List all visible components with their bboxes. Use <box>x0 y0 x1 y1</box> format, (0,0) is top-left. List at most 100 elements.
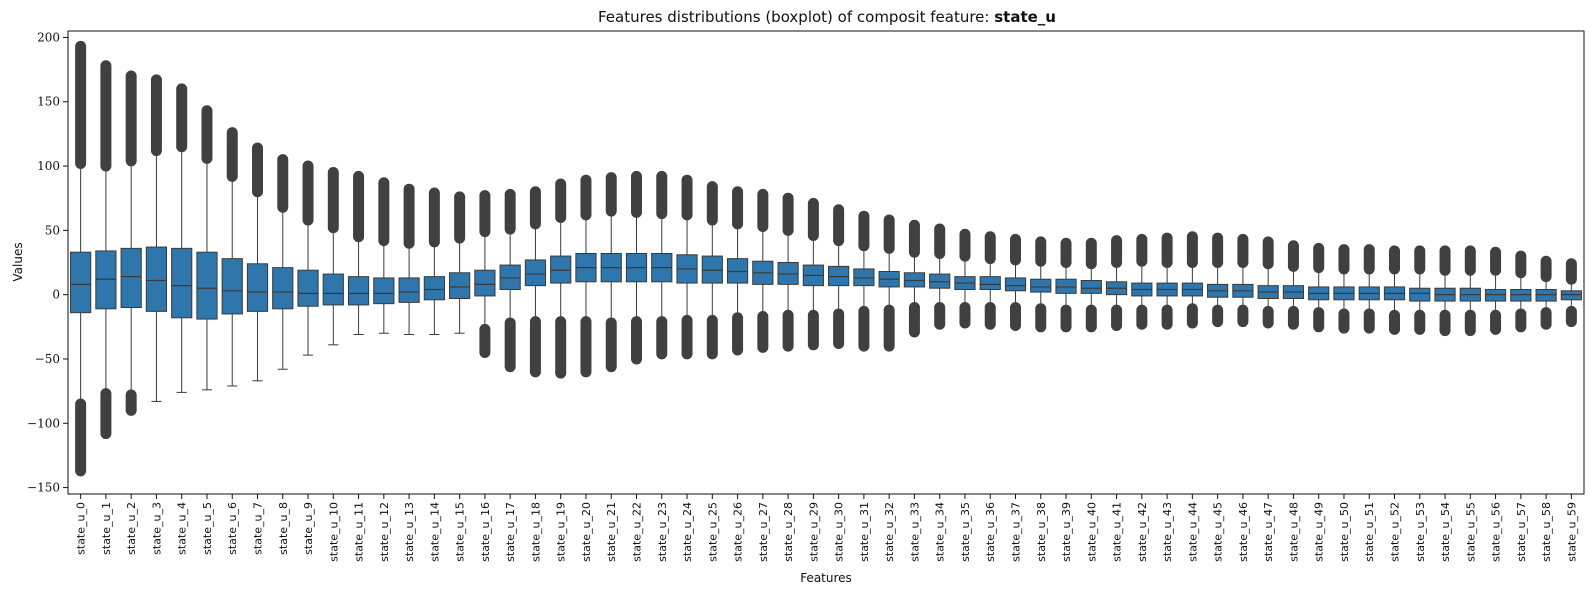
outlier-point <box>378 177 389 188</box>
x-tick-label: state_u_57 <box>1515 502 1528 562</box>
outlier-point <box>1111 320 1122 331</box>
outlier-point <box>1212 233 1223 244</box>
box-group <box>373 177 395 334</box>
outlier-point <box>1010 320 1021 331</box>
outlier-point <box>833 204 844 215</box>
box-group <box>550 178 572 379</box>
upper-outliers <box>1212 232 1224 268</box>
upper-outliers <box>1237 233 1249 269</box>
outlier-point <box>707 181 718 192</box>
x-tick-label: state_u_38 <box>1035 502 1048 562</box>
box <box>70 251 92 314</box>
upper-outliers <box>555 178 567 223</box>
outlier-point <box>530 186 541 197</box>
outlier-point <box>1035 321 1046 332</box>
outlier-point <box>656 171 667 182</box>
box-group <box>1333 244 1355 334</box>
lower-outliers <box>1287 305 1299 330</box>
upper-outliers <box>605 172 617 217</box>
x-tick-label: state_u_33 <box>908 502 921 562</box>
upper-outliers <box>1540 255 1552 283</box>
box-group <box>853 210 875 352</box>
box-group <box>726 186 749 356</box>
upper-outliers <box>807 197 819 241</box>
box <box>1560 290 1582 301</box>
outlier-point <box>1490 247 1501 258</box>
outlier-point <box>100 60 111 71</box>
box <box>322 273 344 306</box>
box-group <box>70 40 92 477</box>
upper-outliers <box>757 188 769 232</box>
outlier-point <box>1515 321 1526 332</box>
box-group <box>1080 237 1102 333</box>
y-tick-label: 100 <box>37 159 60 173</box>
x-tick-label: state_u_7 <box>252 502 265 555</box>
upper-outliers <box>150 74 162 157</box>
x-tick-label: state_u_27 <box>757 502 770 562</box>
upper-outliers <box>1060 237 1072 268</box>
x-tick-label: state_u_24 <box>681 502 694 562</box>
outlier-point <box>1440 245 1451 256</box>
outlier-point <box>1414 245 1425 256</box>
upper-outliers <box>1363 244 1375 275</box>
outlier-point <box>1136 319 1147 330</box>
x-tick-label: state_u_17 <box>504 502 517 562</box>
outlier-point <box>1187 317 1198 328</box>
lower-outliers <box>1111 304 1123 332</box>
lower-outliers <box>1186 303 1198 329</box>
lower-outliers <box>1439 309 1451 337</box>
outlier-point <box>858 211 869 222</box>
box-group <box>1358 244 1380 334</box>
upper-outliers <box>1262 236 1274 270</box>
upper-outliers <box>580 174 592 221</box>
x-tick-label: state_u_37 <box>1010 502 1023 562</box>
x-axis-label: Features <box>800 571 852 585</box>
box-group <box>1232 233 1254 328</box>
lower-outliers <box>1262 305 1274 329</box>
x-tick-label: state_u_11 <box>353 502 366 562</box>
lower-outliers <box>75 398 87 477</box>
outlier-point <box>555 179 566 190</box>
upper-outliers <box>681 174 693 221</box>
x-tick-label: state_u_32 <box>883 502 896 562</box>
x-tick-label: state_u_21 <box>605 502 618 562</box>
box <box>398 277 420 303</box>
outlier-point <box>1111 235 1122 246</box>
outlier-point <box>1212 316 1223 327</box>
x-tick-label: state_u_12 <box>378 502 391 562</box>
upper-outliers <box>1136 233 1148 267</box>
lower-outliers <box>1490 309 1502 335</box>
box-group <box>802 197 824 351</box>
upper-outliers <box>353 170 365 243</box>
outlier-point <box>1566 258 1577 269</box>
outlier-point <box>429 188 440 199</box>
outlier-point <box>934 319 945 330</box>
outlier-point <box>985 319 996 330</box>
box-group <box>1131 233 1153 330</box>
box-group <box>449 191 471 334</box>
x-tick-label: state_u_42 <box>1136 502 1149 562</box>
y-tick-label: −100 <box>27 416 60 430</box>
x-tick-label: state_u_51 <box>1363 502 1376 562</box>
outlier-point <box>1263 317 1274 328</box>
outlier-point <box>277 154 288 165</box>
lower-outliers <box>1161 304 1173 330</box>
outlier-point <box>227 127 238 138</box>
outlier-point <box>100 428 111 439</box>
upper-outliers <box>858 210 870 252</box>
box-group <box>701 181 723 360</box>
x-tick-label: state_u_52 <box>1389 502 1402 562</box>
x-tick-label: state_u_2 <box>125 502 138 555</box>
box <box>1055 278 1077 294</box>
outlier-point <box>682 175 693 186</box>
box-group <box>246 142 269 382</box>
upper-outliers <box>277 154 289 213</box>
outlier-point <box>808 198 819 209</box>
x-tick-label: state_u_23 <box>656 502 669 562</box>
x-tick-label: state_u_36 <box>984 502 997 562</box>
box <box>1004 277 1027 292</box>
outlier-point <box>909 326 920 337</box>
lower-outliers <box>1010 302 1021 332</box>
box-group <box>1181 231 1203 329</box>
box-group <box>1484 246 1507 335</box>
